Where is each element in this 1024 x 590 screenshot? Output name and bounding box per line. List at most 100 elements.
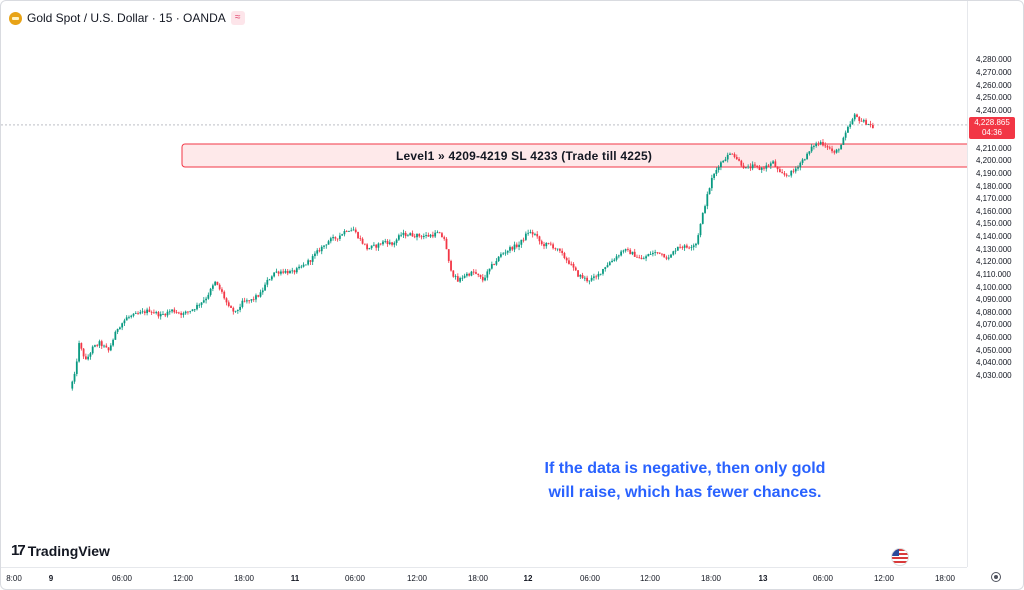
candle <box>105 343 108 348</box>
chart-area[interactable] <box>1 1 967 567</box>
candle-body <box>520 239 523 245</box>
price-axis[interactable]: 4,280.000 4,270.000 4,260.000 4,250.000 4,24… <box>967 1 1024 567</box>
candle-body <box>797 167 799 169</box>
candle <box>695 242 697 248</box>
candle-body <box>515 244 518 247</box>
candle <box>445 237 448 250</box>
candle-body <box>518 244 520 247</box>
candle-body <box>232 307 235 312</box>
candle-body <box>361 238 364 244</box>
candle <box>747 164 750 169</box>
candle <box>597 271 600 280</box>
candle <box>155 310 158 315</box>
candle-body <box>731 153 734 155</box>
candle-body <box>588 280 591 282</box>
candle <box>359 235 362 241</box>
tradingview-logo[interactable]: 17 TradingView <box>11 542 110 559</box>
candle <box>713 173 716 181</box>
tradingview-mark-icon: 17 <box>11 542 26 559</box>
candle-body <box>817 143 820 145</box>
candle <box>327 239 330 245</box>
timezone-settings-icon[interactable] <box>991 572 1001 582</box>
candle <box>631 251 634 256</box>
candlestick-chart[interactable] <box>1 1 967 567</box>
candle <box>150 310 153 315</box>
time-tick-label: 06:00 <box>812 574 834 583</box>
candle <box>565 256 568 264</box>
candle <box>298 264 300 270</box>
candle <box>436 230 439 234</box>
candle <box>835 148 838 154</box>
candle-body <box>302 264 305 267</box>
candle <box>189 310 192 314</box>
candle-body <box>87 356 90 360</box>
candle-body <box>286 270 289 274</box>
candle <box>803 158 806 161</box>
candle-body <box>740 160 743 166</box>
level1-zone[interactable] <box>181 143 967 168</box>
candle-body <box>277 271 280 274</box>
candle-body <box>109 345 112 351</box>
candle <box>513 241 516 253</box>
candle <box>175 309 178 314</box>
candle <box>275 268 278 274</box>
candle-body <box>320 246 323 252</box>
candle-body <box>781 172 784 174</box>
candle-body <box>710 177 713 189</box>
candle <box>756 165 759 169</box>
candle <box>813 144 815 150</box>
price-tick-label: 4,270.000 <box>976 68 1012 77</box>
candle-body <box>221 289 223 292</box>
candle-body <box>139 312 142 314</box>
candle <box>869 120 872 128</box>
candle-body <box>493 264 496 265</box>
candle-body <box>593 276 595 278</box>
candle <box>320 245 323 255</box>
candle-body <box>729 153 731 155</box>
candle-body <box>132 313 135 316</box>
candle <box>815 141 818 148</box>
candle-body <box>96 345 99 346</box>
candle <box>688 246 691 250</box>
candle-body <box>431 234 434 237</box>
candle <box>236 309 239 314</box>
annotation-text[interactable]: If the data is negative, then only gold … <box>509 457 861 505</box>
candle <box>611 258 613 263</box>
candle-body <box>452 270 455 277</box>
candle <box>504 249 507 256</box>
candle <box>311 254 314 266</box>
candle-body <box>309 260 312 262</box>
symbol-title: Gold Spot / U.S. Dollar · 15 · OANDA <box>27 11 226 25</box>
price-tick-label: 4,090.000 <box>976 295 1012 305</box>
us-flag-icon[interactable] <box>891 548 909 566</box>
candle-body <box>441 233 443 238</box>
candle <box>230 305 232 309</box>
candle <box>282 268 285 275</box>
time-axis[interactable]: 8:00 9 06:00 12:00 18:00 11 06:00 12:00 18:00 12 0… <box>1 567 967 590</box>
candle-body <box>549 243 552 245</box>
candle <box>676 246 679 251</box>
candle <box>758 164 761 171</box>
candle-body <box>207 294 210 299</box>
candle-body <box>860 120 863 122</box>
candle-body <box>647 254 650 257</box>
candle-body <box>264 284 266 291</box>
candle-body <box>461 277 464 279</box>
candle <box>422 233 425 240</box>
candle-body <box>858 116 861 121</box>
candle <box>502 252 505 256</box>
candle <box>221 287 223 294</box>
waves-icon[interactable]: ≈ <box>230 11 245 25</box>
candle-body <box>438 232 441 234</box>
candle-body <box>853 114 856 120</box>
candle <box>493 263 496 266</box>
price-tick-label: 4,170.000 <box>976 194 1012 204</box>
candle-body <box>504 252 507 254</box>
candle <box>831 145 833 154</box>
candle <box>363 243 366 246</box>
candle-body <box>386 240 389 245</box>
candle-body <box>450 260 452 271</box>
candle-body <box>856 114 858 117</box>
candle <box>314 251 316 259</box>
symbol-header[interactable]: Gold Spot / U.S. Dollar · 15 · OANDA ≈ <box>9 9 245 27</box>
